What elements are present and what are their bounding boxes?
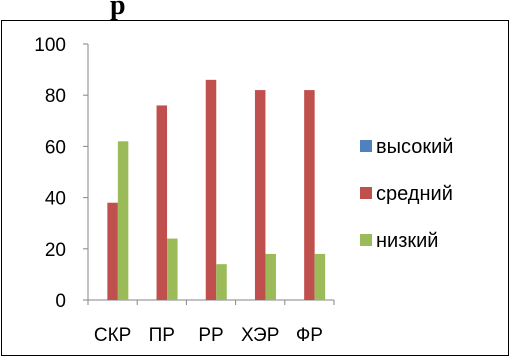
chart-bars [107,79,326,300]
legend-swatch [360,187,372,199]
legend-label: низкий [376,230,438,252]
y-tick-label: 0 [55,291,66,312]
x-tick-label: ФР [296,325,323,346]
bar [216,264,227,300]
bar [205,79,217,300]
bar [265,253,276,300]
x-tick-label: ХЭР [241,325,279,346]
bar [167,238,178,300]
x-tick-label: СКР [94,325,131,346]
bar [304,90,315,300]
bar [107,202,118,300]
y-tick-label: 80 [45,86,66,107]
legend-swatch [360,234,372,246]
x-tick-label: РР [198,325,223,346]
bar [117,141,129,300]
chart-legend: высокий средний низкий [360,136,453,252]
bar [156,105,168,300]
chart-frame [1,20,509,356]
y-tick-label: 20 [45,240,66,261]
bar [254,90,266,300]
y-tick-label: 40 [45,189,66,210]
chart-axes: 0 20 40 60 80 100 СКР ПР РР ХЭР ФР [34,35,335,346]
x-tick-label: ПР [149,325,175,346]
legend-label: высокий [376,136,453,158]
bar [314,253,326,300]
y-tick-label: 60 [45,137,66,158]
heading-fragment: р [110,0,126,21]
legend-label: средний [376,183,453,205]
legend-swatch [360,140,372,152]
y-tick-label: 100 [34,35,66,56]
